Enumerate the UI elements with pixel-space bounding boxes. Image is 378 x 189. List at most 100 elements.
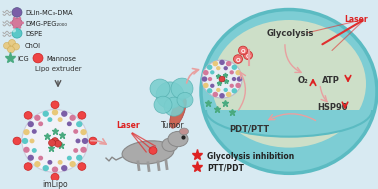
Circle shape [207, 88, 212, 94]
Circle shape [23, 147, 29, 153]
Circle shape [202, 60, 242, 98]
Text: PDT/PTT: PDT/PTT [229, 124, 269, 133]
Circle shape [52, 109, 58, 115]
Text: Lipo extruder: Lipo extruder [35, 66, 81, 72]
Circle shape [243, 51, 253, 60]
Circle shape [33, 53, 43, 63]
Circle shape [76, 139, 81, 143]
Circle shape [219, 93, 225, 98]
Circle shape [239, 46, 248, 55]
Text: Laser: Laser [344, 15, 368, 24]
Circle shape [24, 112, 32, 119]
Circle shape [154, 96, 172, 113]
Circle shape [51, 173, 59, 181]
Text: HSP90: HSP90 [317, 103, 347, 112]
Ellipse shape [201, 9, 377, 173]
Circle shape [81, 129, 87, 135]
Circle shape [28, 155, 34, 161]
Circle shape [229, 70, 234, 74]
Circle shape [61, 111, 67, 117]
Circle shape [232, 88, 237, 94]
Text: O: O [236, 57, 240, 63]
Circle shape [78, 112, 86, 119]
Circle shape [47, 160, 53, 165]
Text: DLin-MC₃-DMA: DLin-MC₃-DMA [25, 10, 73, 16]
Circle shape [171, 78, 193, 99]
Circle shape [29, 139, 34, 143]
Circle shape [22, 109, 88, 172]
Circle shape [223, 88, 228, 92]
Circle shape [54, 140, 62, 147]
Ellipse shape [122, 141, 174, 164]
Circle shape [156, 82, 184, 108]
Circle shape [81, 147, 87, 153]
Circle shape [52, 167, 58, 173]
Ellipse shape [162, 138, 178, 151]
Circle shape [10, 21, 13, 24]
Circle shape [8, 46, 14, 53]
Circle shape [177, 92, 193, 108]
Circle shape [47, 117, 53, 122]
Circle shape [210, 84, 214, 88]
Circle shape [12, 18, 22, 28]
Circle shape [210, 70, 214, 74]
Circle shape [32, 129, 37, 134]
Circle shape [12, 29, 22, 38]
Text: Laser: Laser [116, 121, 140, 130]
Circle shape [226, 61, 231, 66]
Circle shape [43, 111, 49, 117]
Text: PTT/PDT: PTT/PDT [207, 163, 244, 172]
Circle shape [203, 70, 209, 75]
Circle shape [78, 163, 86, 170]
Circle shape [73, 148, 78, 153]
Circle shape [28, 121, 34, 127]
Circle shape [235, 83, 241, 88]
Circle shape [32, 148, 37, 153]
Circle shape [22, 138, 28, 144]
Circle shape [18, 26, 21, 29]
Circle shape [51, 138, 59, 144]
Circle shape [234, 55, 243, 63]
Text: O: O [241, 49, 245, 54]
Circle shape [232, 77, 236, 81]
Circle shape [223, 66, 228, 70]
Ellipse shape [180, 128, 189, 135]
Circle shape [12, 8, 22, 17]
Circle shape [212, 61, 218, 66]
Circle shape [82, 138, 88, 144]
Circle shape [13, 137, 21, 145]
Circle shape [3, 42, 11, 49]
Circle shape [18, 17, 21, 20]
Circle shape [12, 43, 20, 50]
Circle shape [76, 121, 82, 127]
Circle shape [57, 160, 63, 165]
Circle shape [43, 165, 49, 171]
Ellipse shape [212, 20, 366, 148]
Circle shape [203, 83, 209, 88]
Text: Tumor: Tumor [161, 121, 185, 130]
Circle shape [212, 92, 218, 97]
Circle shape [219, 60, 225, 65]
Circle shape [21, 21, 24, 24]
Circle shape [164, 97, 184, 116]
Circle shape [150, 79, 170, 98]
Circle shape [219, 76, 225, 82]
Circle shape [207, 65, 212, 70]
Circle shape [67, 122, 72, 126]
Circle shape [202, 76, 207, 82]
Circle shape [67, 156, 72, 160]
Text: ChOI: ChOI [25, 43, 41, 49]
Circle shape [149, 147, 157, 154]
Circle shape [61, 165, 67, 171]
Circle shape [229, 84, 234, 88]
Ellipse shape [170, 97, 186, 128]
Text: imLipo: imLipo [42, 180, 68, 189]
Circle shape [70, 161, 76, 167]
Circle shape [208, 77, 212, 81]
Circle shape [8, 40, 15, 46]
Text: O: O [246, 54, 250, 59]
Circle shape [70, 115, 76, 121]
Text: Glycolysis: Glycolysis [266, 29, 314, 38]
Text: DMG-PEG₂₀₀₀: DMG-PEG₂₀₀₀ [25, 21, 67, 27]
Text: ATP: ATP [322, 77, 340, 85]
